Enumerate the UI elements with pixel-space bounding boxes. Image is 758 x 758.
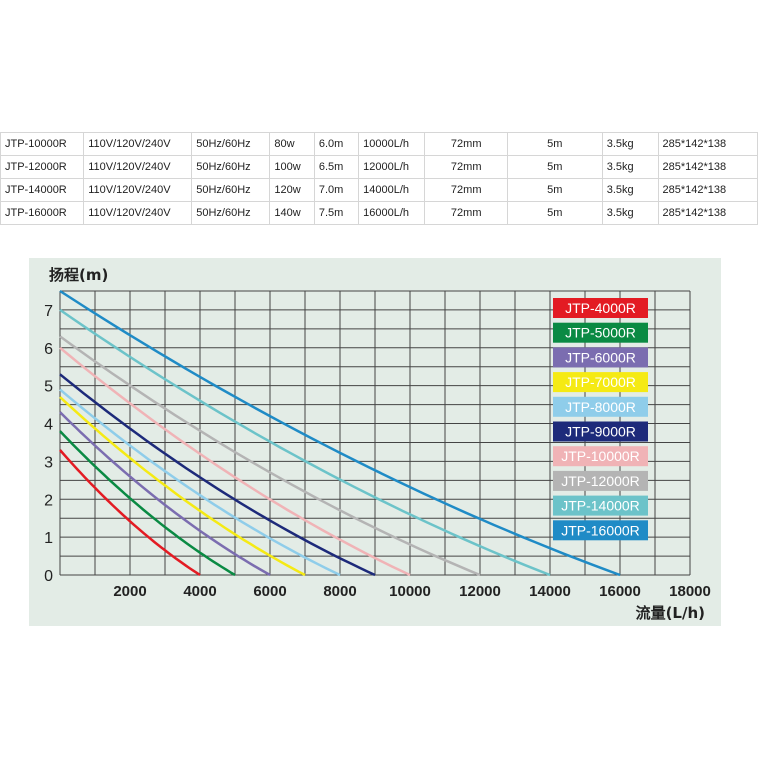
legend-swatch	[553, 298, 648, 318]
series-line	[59, 335, 481, 577]
x-tick-label: 6000	[253, 583, 286, 600]
legend-swatch	[553, 421, 648, 442]
legend-label: JTP-10000R	[561, 448, 640, 464]
spec-cell: JTP-10000R	[0, 132, 85, 156]
chart-svg: 0 1 2 3 4 5 6 7 2000 4000 6000 8000 10000 12000 14000 1…	[44, 266, 711, 622]
legend-label: JTP-9000R	[565, 424, 636, 440]
y-tick-label: 4	[44, 417, 53, 434]
spec-cell: 110V/120V/240V	[83, 132, 193, 156]
spec-cell: 285*142*138	[657, 178, 758, 202]
y-tick-label: 5	[44, 379, 53, 396]
y-tick-label: 6	[44, 341, 53, 358]
y-tick-label: 1	[44, 530, 53, 547]
legend-label: JTP-7000R	[565, 374, 636, 390]
spec-cell: 285*142*138	[657, 155, 758, 179]
legend-swatch	[553, 396, 648, 417]
legend-label: JTP-14000R	[561, 498, 640, 514]
spec-cell: 100w	[269, 155, 315, 179]
y-tick-label: 0	[44, 568, 53, 585]
spec-cell: 72mm	[424, 132, 508, 156]
x-tick-label: 12000	[459, 583, 501, 600]
spec-cell: JTP-12000R	[0, 155, 85, 179]
series-line	[59, 289, 621, 577]
spec-cell: 12000L/h	[358, 155, 426, 179]
series-line	[59, 430, 236, 577]
x-tick-label: 10000	[389, 583, 431, 600]
x-tick-label: 18000	[669, 583, 711, 600]
series-line	[59, 388, 341, 577]
spec-row: JTP-10000R 110V/120V/240V 50Hz/60Hz 80w 6.0m…	[0, 132, 758, 156]
legend-swatch	[553, 446, 648, 467]
spec-cell: 3.5kg	[601, 201, 659, 225]
series-line	[59, 346, 411, 577]
spec-cell: 50Hz/60Hz	[191, 178, 271, 202]
spec-cell: 72mm	[424, 155, 508, 179]
x-tick-label: 2000	[113, 583, 146, 600]
y-tick-label: 7	[44, 303, 53, 320]
spec-cell: 110V/120V/240V	[83, 155, 193, 179]
series-line	[59, 449, 201, 577]
series-line	[59, 396, 306, 577]
spec-cell: 72mm	[424, 178, 508, 202]
spec-cell: 3.5kg	[601, 155, 659, 179]
legend-label: JTP-4000R	[565, 300, 636, 316]
x-tick-label: 8000	[323, 583, 356, 600]
spec-table: JTP-10000R 110V/120V/240V 50Hz/60Hz 80w 6.0m…	[0, 132, 758, 225]
legend-label: JTP-8000R	[565, 399, 636, 415]
spec-cell: 10000L/h	[358, 132, 426, 156]
y-tick-label: 2	[44, 492, 53, 509]
legend-label: JTP-6000R	[565, 349, 636, 365]
x-axis-label: 流量(L/h)	[636, 604, 705, 622]
spec-cell: 72mm	[424, 201, 508, 225]
legend-swatch	[553, 520, 648, 541]
spec-cell: 6.0m	[313, 132, 360, 156]
spec-cell: 50Hz/60Hz	[191, 201, 271, 225]
spec-cell: 80w	[269, 132, 315, 156]
x-tick-label: 16000	[599, 583, 641, 600]
pump-curve-chart: 0 1 2 3 4 5 6 7 2000 4000 6000 8000 10000 12000 14000 1…	[29, 258, 721, 626]
spec-cell: 5m	[506, 201, 603, 225]
spec-cell: 3.5kg	[601, 132, 659, 156]
spec-cell: 14000L/h	[358, 178, 426, 202]
spec-cell: JTP-14000R	[0, 178, 85, 202]
spec-cell: 5m	[506, 155, 603, 179]
spec-row: JTP-16000R 110V/120V/240V 50Hz/60Hz 140w 7.5…	[0, 201, 758, 225]
spec-cell: 285*142*138	[657, 201, 758, 225]
spec-cell: 120w	[269, 178, 315, 202]
y-tick-label: 3	[44, 454, 53, 471]
legend-swatch	[553, 372, 648, 393]
spec-cell: 50Hz/60Hz	[191, 155, 271, 179]
spec-cell: 3.5kg	[601, 178, 659, 202]
x-tick-label: 4000	[183, 583, 216, 600]
spec-cell: JTP-16000R	[0, 201, 85, 225]
legend-swatch	[553, 470, 648, 491]
series-line	[59, 308, 551, 577]
spec-cell: 16000L/h	[358, 201, 426, 225]
legend-swatch	[553, 322, 648, 343]
series-line	[59, 411, 271, 577]
spec-cell: 110V/120V/240V	[83, 178, 193, 202]
legend-label: JTP-5000R	[565, 325, 636, 341]
spec-row: JTP-12000R 110V/120V/240V 50Hz/60Hz 100w 6.5…	[0, 155, 758, 179]
spec-cell: 6.5m	[313, 155, 360, 179]
spec-cell: 110V/120V/240V	[83, 201, 193, 225]
spec-cell: 7.5m	[313, 201, 360, 225]
spec-cell: 5m	[506, 132, 603, 156]
spec-cell: 140w	[269, 201, 315, 225]
spec-row: JTP-14000R 110V/120V/240V 50Hz/60Hz 120w 7.0…	[0, 178, 758, 202]
spec-cell: 5m	[506, 178, 603, 202]
legend-swatch	[553, 495, 648, 516]
legend-label: JTP-12000R	[561, 473, 640, 489]
spec-cell: 50Hz/60Hz	[191, 132, 271, 156]
legend-swatch	[553, 347, 648, 368]
x-tick-label: 14000	[529, 583, 571, 600]
spec-cell: 7.0m	[313, 178, 360, 202]
y-axis-label: 扬程(m)	[49, 266, 108, 284]
legend-label: JTP-16000R	[561, 522, 640, 538]
spec-cell: 285*142*138	[657, 132, 758, 156]
series-line	[59, 373, 376, 577]
